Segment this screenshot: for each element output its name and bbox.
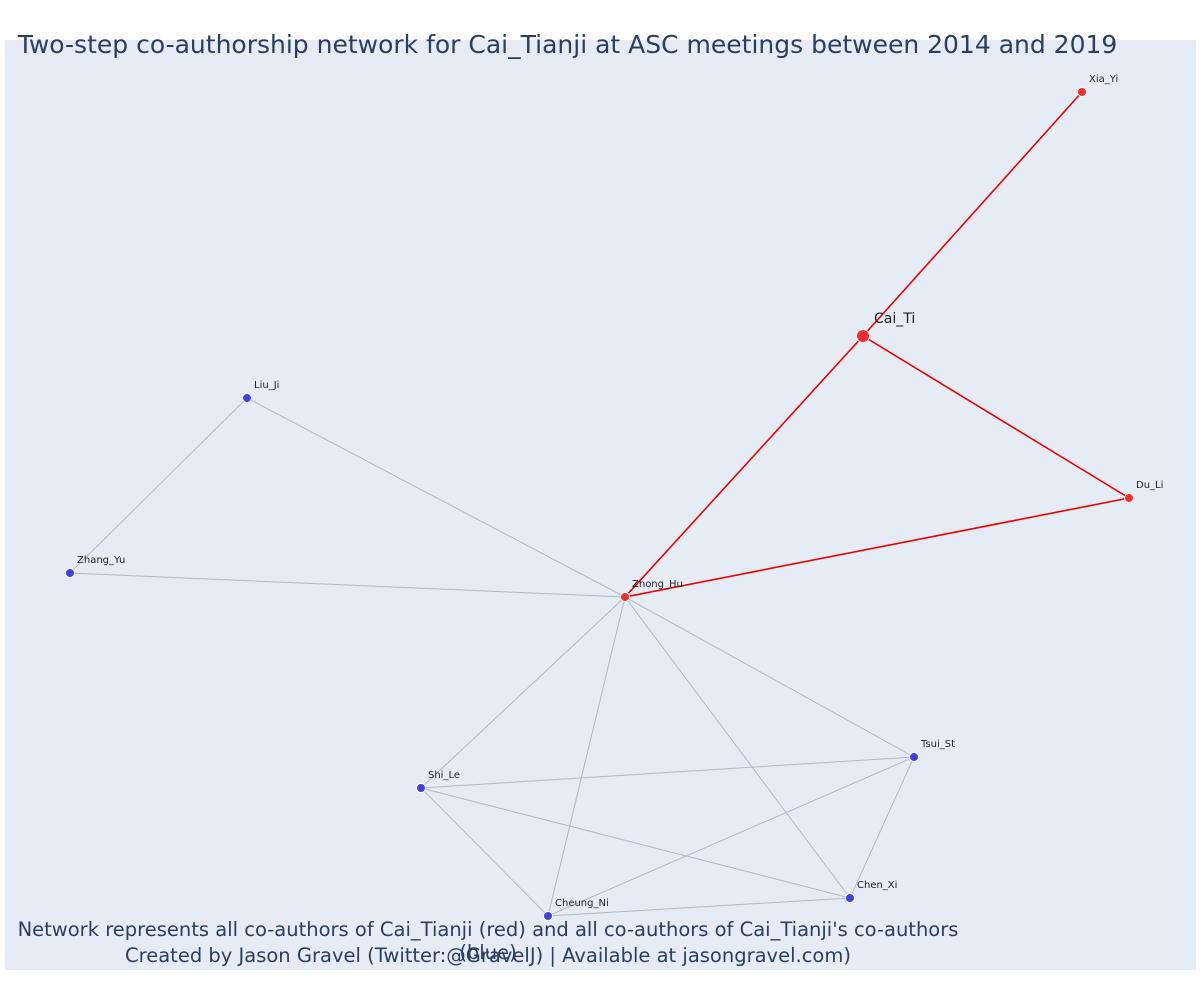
edge-Cai_Ti-Xia_Yi (862, 91, 1083, 337)
node-label-Shi_Le: Shi_Le (428, 770, 460, 781)
edge-Zhang_Yu-Zhong_Hu (69, 572, 626, 598)
node-label-Cai_Ti: Cai_Ti (874, 311, 915, 327)
plot-area (5, 40, 1196, 970)
edge-Cheung_Ni-Tsui_St (547, 756, 915, 917)
node-Shi_Le[interactable] (416, 783, 426, 793)
node-Zhang_Yu[interactable] (65, 568, 75, 578)
edge-Liu_Ji-Zhang_Yu (69, 397, 248, 574)
edge-Zhong_Hu-Chen_Xi (624, 596, 851, 899)
node-Liu_Ji[interactable] (242, 393, 252, 403)
labels-layer: Cai_Ti Xia_Yi Du_Li Zhong_Hu Liu_Ji Zhang_Yu S… (77, 74, 1163, 909)
node-label-Tsui_St: Tsui_St (920, 739, 955, 750)
node-Tsui_St[interactable] (909, 752, 919, 762)
edge-Zhong_Hu-Shi_Le (420, 596, 626, 789)
edge-Tsui_St-Chen_Xi (849, 756, 915, 899)
caption-line-1: Network represents all co-authors of Cai… (17, 918, 959, 964)
node-label-Zhong_Hu: Zhong_Hu (632, 579, 683, 590)
edge-Shi_Le-Tsui_St (420, 756, 915, 789)
edge-Liu_Ji-Zhong_Hu (246, 397, 626, 598)
node-label-Chen_Xi: Chen_Xi (857, 880, 897, 891)
edge-Cai_Ti-Du_Li (862, 335, 1130, 499)
edge-Zhong_Hu-Du_Li (624, 497, 1130, 598)
node-Xia_Yi[interactable] (1077, 87, 1087, 97)
node-Zhong_Hu[interactable] (620, 592, 630, 602)
edge-Shi_Le-Chen_Xi (420, 787, 851, 899)
node-Chen_Xi[interactable] (845, 893, 855, 903)
node-label-Xia_Yi: Xia_Yi (1089, 74, 1118, 85)
edge-Zhong_Hu-Tsui_St (624, 596, 915, 758)
edge-Shi_Le-Cheung_Ni (420, 787, 549, 917)
nodes-layer (65, 87, 1134, 921)
node-label-Liu_Ji: Liu_Ji (254, 380, 279, 391)
node-Cai_Ti[interactable] (856, 329, 870, 343)
node-Cheung_Ni[interactable] (543, 911, 553, 921)
chart-title: Two-step co-authorship network for Cai_T… (17, 30, 1118, 59)
edge-Cai_Ti-Zhong_Hu (624, 335, 864, 598)
node-label-Cheung_Ni: Cheung_Ni (555, 898, 609, 909)
node-label-Du_Li: Du_Li (1136, 480, 1163, 491)
edge-Cheung_Ni-Chen_Xi (547, 897, 851, 917)
edge-Zhong_Hu-Cheung_Ni (547, 596, 626, 917)
edges-layer (69, 91, 1130, 917)
node-label-Zhang_Yu: Zhang_Yu (77, 555, 125, 566)
node-Du_Li[interactable] (1124, 493, 1134, 503)
caption-line-2: Created by Jason Gravel (Twitter:@Gravel… (125, 944, 851, 967)
